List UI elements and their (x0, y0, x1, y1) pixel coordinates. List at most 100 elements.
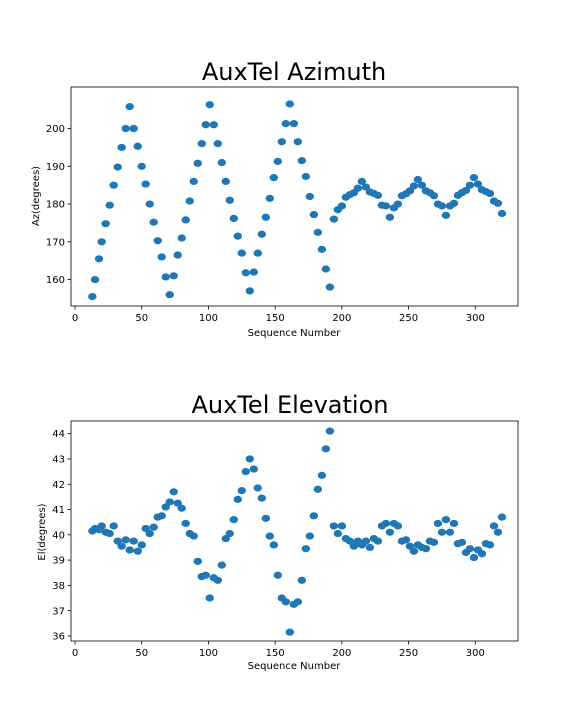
azimuth-data-point (205, 101, 214, 109)
azimuth-data-point (393, 200, 403, 208)
azimuth-data-point (165, 291, 174, 299)
elevation-data-point (161, 503, 170, 511)
elevation-data-point (241, 467, 250, 476)
azimuth-data-point (233, 232, 242, 240)
azimuth-data-point (249, 268, 259, 276)
azimuth-data-point (101, 220, 110, 228)
azimuth-data-point (357, 177, 367, 185)
elevation-data-point (465, 545, 475, 553)
elevation-data-point (325, 427, 335, 435)
azimuth-data-point (277, 138, 287, 146)
azimuth-data-point (125, 103, 134, 111)
elevation-data-point (409, 547, 419, 555)
elevation-x-axis-label: Sequence Number (248, 661, 342, 672)
elevation-data-point (393, 522, 403, 530)
elevation-data-point (361, 537, 371, 545)
elevation-y-axis-label: El(degrees) (37, 503, 48, 560)
elevation-data-point (441, 516, 451, 524)
azimuth-data-point (181, 216, 190, 224)
elevation-data-point (265, 532, 275, 540)
azimuth-data-point (237, 249, 246, 257)
elevation-y-tick-label: 37 (52, 606, 65, 617)
elevation-data-point (149, 523, 158, 531)
azimuth-plot-frame (70, 86, 519, 307)
elevation-data-point (233, 495, 242, 503)
elevation-data-point (213, 576, 222, 584)
elevation-data-point (157, 512, 166, 520)
azimuth-data-point (145, 200, 154, 208)
elevation-data-point (445, 528, 455, 536)
azimuth-data-point (253, 249, 263, 257)
elevation-data-point (437, 528, 447, 536)
azimuth-data-point (469, 174, 479, 182)
azimuth-data-point (269, 174, 279, 182)
elevation-data-point (329, 522, 339, 530)
elevation-x-tick-label: 50 (135, 648, 148, 659)
elevation-data-point (113, 537, 122, 545)
elevation-data-point (449, 519, 459, 528)
elevation-data-point (385, 528, 395, 536)
azimuth-data-point (177, 234, 186, 242)
azimuth-x-tick-label: 300 (466, 313, 485, 324)
elevation-data-point (257, 494, 267, 502)
azimuth-data-point (281, 120, 291, 128)
azimuth-data-point (97, 238, 106, 246)
azimuth-data-point (381, 202, 391, 210)
elevation-data-point (205, 594, 214, 602)
azimuth-data-point (113, 163, 122, 171)
azimuth-data-point (229, 214, 238, 222)
azimuth-x-tick-label: 150 (266, 313, 285, 324)
elevation-data-point (173, 499, 182, 507)
elevation-x-tick-label: 300 (466, 648, 485, 659)
azimuth-data-point (221, 177, 230, 185)
azimuth-data-point (337, 202, 347, 210)
elevation-data-point (229, 516, 238, 524)
elevation-data-point (237, 486, 246, 495)
elevation-y-tick-label: 39 (52, 556, 65, 567)
elevation-data-point (317, 471, 327, 479)
elevation-data-points (88, 427, 507, 636)
azimuth-y-tick-label: 200 (46, 124, 65, 135)
elevation-data-point (405, 542, 415, 550)
azimuth-data-point (189, 177, 198, 185)
azimuth-data-point (321, 265, 331, 273)
azimuth-data-point (289, 120, 299, 128)
elevation-data-point (245, 455, 254, 463)
azimuth-data-point (413, 175, 423, 184)
elevation-data-point (301, 545, 311, 553)
azimuth-chart: AuxTel Azimuth 0 50 100 150 200 250 300 160 170 1… (31, 58, 519, 339)
elevation-data-point (169, 488, 178, 496)
azimuth-data-point (129, 124, 138, 133)
azimuth-data-point (88, 292, 97, 301)
elevation-data-point (433, 519, 443, 528)
elevation-chart: AuxTel Elevation 0 50 100 150 200 250 300 36 37 3… (37, 391, 519, 672)
elevation-data-point (117, 542, 126, 550)
azimuth-axis-ticks: 0 50 100 150 200 250 300 160 170 180 190 200 (46, 124, 485, 324)
elevation-y-tick-label: 36 (52, 632, 65, 643)
elevation-data-point (253, 484, 263, 492)
elevation-x-tick-label: 200 (332, 648, 351, 659)
elevation-chart-title: AuxTel Elevation (192, 391, 389, 419)
azimuth-data-point (285, 100, 295, 108)
elevation-data-point (193, 557, 202, 565)
azimuth-data-point (245, 287, 254, 295)
elevation-data-point (365, 543, 375, 552)
elevation-data-point (121, 536, 130, 544)
azimuth-data-point (353, 184, 363, 192)
elevation-data-point (349, 542, 359, 550)
azimuth-data-point (473, 180, 483, 188)
azimuth-data-point (449, 199, 459, 207)
azimuth-data-point (441, 211, 451, 219)
azimuth-data-point (193, 159, 202, 167)
azimuth-data-points (88, 100, 507, 301)
elevation-data-point (125, 546, 134, 554)
elevation-data-point (297, 576, 307, 584)
azimuth-data-point (273, 157, 283, 165)
azimuth-data-point (141, 180, 150, 188)
azimuth-data-point (465, 181, 475, 189)
elevation-data-point (333, 529, 343, 538)
azimuth-data-point (305, 192, 315, 201)
azimuth-data-point (437, 202, 447, 210)
azimuth-data-point (149, 218, 158, 226)
